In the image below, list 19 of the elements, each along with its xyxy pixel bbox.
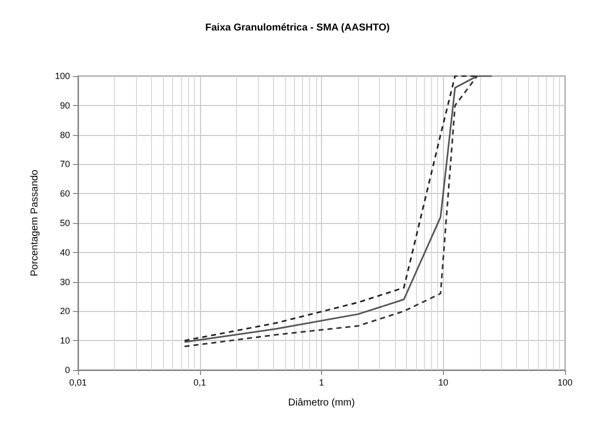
chart-title: Faixa Granulométrica - SMA (AASHTO)	[205, 22, 390, 34]
x-axis-title: Diâmetro (mm)	[288, 398, 355, 408]
x-tick-label: 0,01	[69, 378, 87, 388]
y-tick-label: 20	[60, 306, 70, 316]
y-tick-label: 70	[60, 159, 70, 170]
y-tick-label: 50	[60, 218, 70, 228]
y-tick-label: 60	[60, 188, 70, 199]
x-tick-label: 0,1	[193, 378, 206, 388]
y-tick-label: 100	[54, 71, 70, 81]
x-tick-label: 10	[438, 378, 448, 388]
x-tick-label: 100	[557, 378, 573, 388]
y-tick-label: 30	[60, 276, 70, 287]
y-tick-label: 0	[64, 365, 70, 375]
y-axis-title: Porcentagem Passando	[30, 169, 40, 276]
y-tick-label: 10	[60, 336, 70, 346]
y-tick-label: 80	[60, 130, 70, 140]
y-tick-label: 90	[60, 100, 70, 110]
x-tick-label: 1	[318, 378, 324, 388]
y-tick-label: 40	[60, 247, 70, 258]
